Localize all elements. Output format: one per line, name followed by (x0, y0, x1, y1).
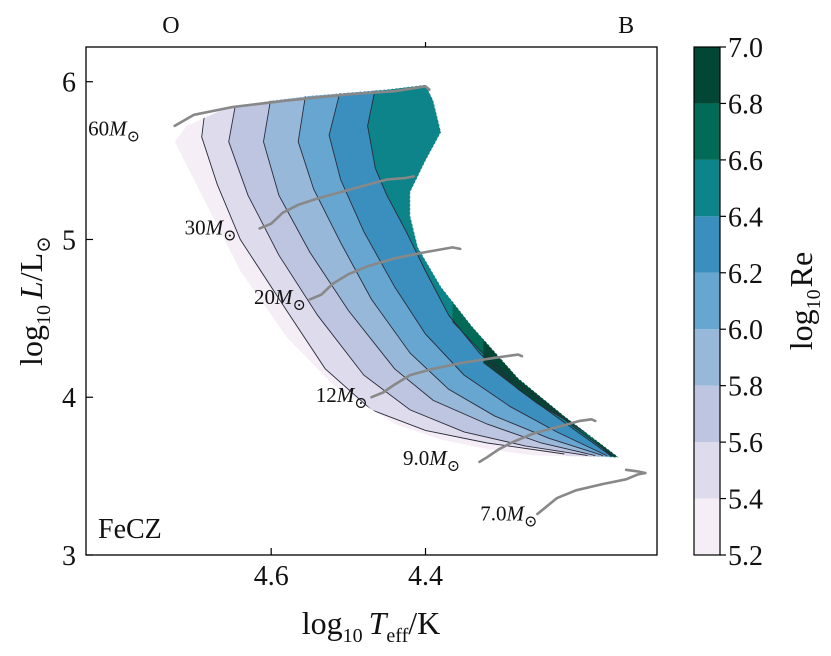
x-tick-label: 4.4 (408, 561, 443, 592)
colorbar-segment (694, 47, 720, 104)
top-axis-label-O: O (162, 13, 179, 39)
x-axis-title-suffix: /K (408, 605, 440, 641)
colorbar-tick-label: 6.4 (728, 202, 763, 233)
colorbar-tick-label: 5.4 (728, 485, 763, 516)
colorbar-segment (694, 329, 720, 386)
track-7.0 (536, 468, 647, 516)
plot-area: 60M⊙ 30M⊙ 20M⊙ 12M⊙ 9.0M⊙ 7.0M⊙ (88, 84, 647, 530)
axes-frame (85, 46, 658, 556)
colorbar-segment (694, 498, 720, 555)
track-label-30: 30M⊙ (185, 216, 237, 245)
track-9.0 (478, 418, 597, 464)
track-label-60: 60M⊙ (88, 116, 140, 145)
track-label-12: 12M⊙ (316, 383, 368, 412)
contour-line-6.6 (452, 321, 611, 455)
panel-label: FeCZ (98, 514, 162, 545)
contour-line-5.4 (201, 105, 565, 455)
colorbar-tick-label: 6.2 (728, 259, 763, 290)
sun-symbol: ⊙ (33, 236, 55, 253)
y-tick-label: 5 (62, 225, 76, 256)
colorbar-segment (694, 442, 720, 499)
contour-line-5.6 (228, 99, 588, 457)
colorbar-title: log10Re (783, 252, 825, 350)
colorbar-frame (693, 46, 721, 556)
colorbar-segment (694, 272, 720, 330)
colorbar-tick-label: 5.2 (728, 541, 763, 572)
colorbar-tick-label: 6.0 (728, 315, 763, 346)
y-axis-title-prefix: log (13, 325, 49, 366)
y-tick-label: 4 (62, 383, 76, 414)
track-label-20: 20M⊙ (254, 285, 306, 314)
contour-line-6.2 (328, 89, 607, 457)
y-axis-title-sub: 10 (33, 305, 55, 325)
track-label-9.0: 9.0M⊙ (403, 446, 460, 475)
colorbar-title-var: Re (783, 252, 819, 288)
top-axis-label-B: B (618, 13, 634, 39)
y-axis-title-suffix: /L (13, 253, 49, 281)
track-60 (173, 85, 431, 128)
contour-line-6 (297, 92, 604, 457)
region-outline (174, 84, 620, 458)
evolutionary-tracks (173, 85, 647, 516)
y-axis-title-var: L (13, 281, 49, 300)
track-30 (258, 175, 416, 230)
colorbar-segment (694, 216, 720, 273)
colorbar-title-prefix: log (783, 309, 819, 350)
contour-line-5.8 (263, 95, 596, 457)
colorbar-tick-label: 6.6 (728, 146, 763, 177)
y-axis-title: log10 L/L⊙ (13, 236, 55, 366)
y-axis-ticks: 3 4 5 6 (62, 68, 93, 572)
colorbar-segment (694, 103, 720, 160)
colorbar-tick-label: 5.8 (728, 372, 763, 403)
x-axis-title-var: T (369, 605, 389, 641)
colorbar-segment (694, 159, 720, 217)
contour-bands (174, 84, 619, 458)
colorbar-tick-label: 7.0 (728, 33, 763, 64)
colorbar-tick-label: 5.6 (728, 428, 763, 459)
colorbar (694, 47, 720, 555)
colorbar-ticks: 5.2 5.4 5.6 5.8 6.0 6.2 6.4 6.6 6.8 7.0 (720, 33, 763, 572)
track-label-7.0: 7.0M⊙ (480, 501, 537, 530)
track-20 (308, 246, 462, 301)
colorbar-tick-label: 6.8 (728, 89, 763, 120)
x-axis-title-sub: 10 (343, 625, 363, 647)
x-axis-ticks: 4.6 4.4 (254, 548, 443, 592)
track-labels: 60M⊙ 30M⊙ 20M⊙ 12M⊙ 9.0M⊙ 7.0M⊙ (88, 116, 537, 530)
y-tick-label: 6 (62, 68, 76, 99)
x-axis-title: log10 Teff/K (302, 605, 441, 647)
x-axis-title-var-sub: eff (386, 625, 408, 647)
colorbar-segment (694, 385, 720, 443)
y-tick-label: 3 (62, 541, 76, 572)
x-axis-title-prefix: log (302, 605, 343, 641)
colorbar-title-sub: 10 (803, 289, 825, 309)
track-12 (370, 353, 524, 399)
x-tick-label: 4.6 (254, 561, 289, 592)
